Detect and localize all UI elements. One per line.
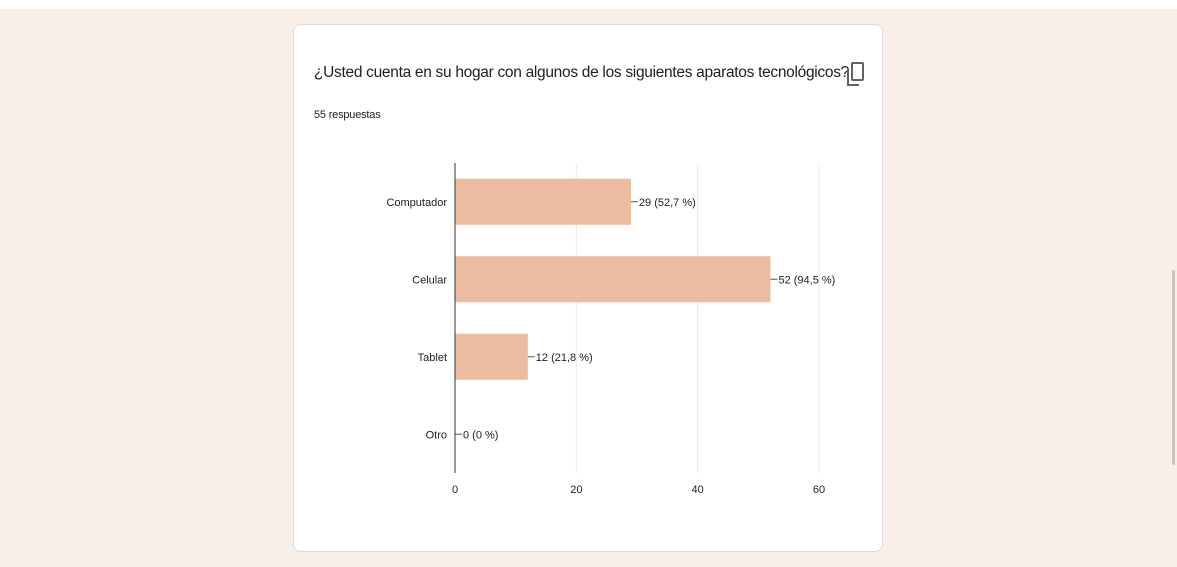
data-label: 52 (94,5 %): [778, 274, 835, 286]
bar: [455, 256, 771, 303]
data-label: 12 (21,8 %): [536, 352, 593, 364]
bar: [455, 333, 528, 380]
category-label: Celular: [412, 274, 447, 286]
x-tick-label: 40: [692, 484, 704, 496]
data-label: 29 (52,7 %): [639, 197, 696, 209]
copy-chart-button[interactable]: [844, 61, 868, 89]
question-card: ¿Usted cuenta en su hogar con algunos de…: [293, 24, 883, 552]
data-label: 0 (0 %): [463, 429, 498, 441]
response-count: 55 respuestas: [314, 109, 381, 121]
question-title: ¿Usted cuenta en su hogar con algunos de…: [314, 64, 849, 81]
bar-chart: 0 20 40 60 Computador 29 (52,7 %) Celular 52 (9…: [386, 163, 835, 496]
scrollbar-thumb[interactable]: [1172, 270, 1175, 465]
copy-icon: [847, 62, 864, 86]
x-tick-label: 60: [813, 484, 825, 496]
x-tick-label: 20: [570, 484, 582, 496]
category-label: Computador: [386, 197, 447, 209]
x-tick-label: 0: [452, 484, 458, 496]
category-label: Tablet: [418, 352, 447, 364]
bar: [455, 178, 631, 225]
category-label: Otro: [426, 429, 447, 441]
